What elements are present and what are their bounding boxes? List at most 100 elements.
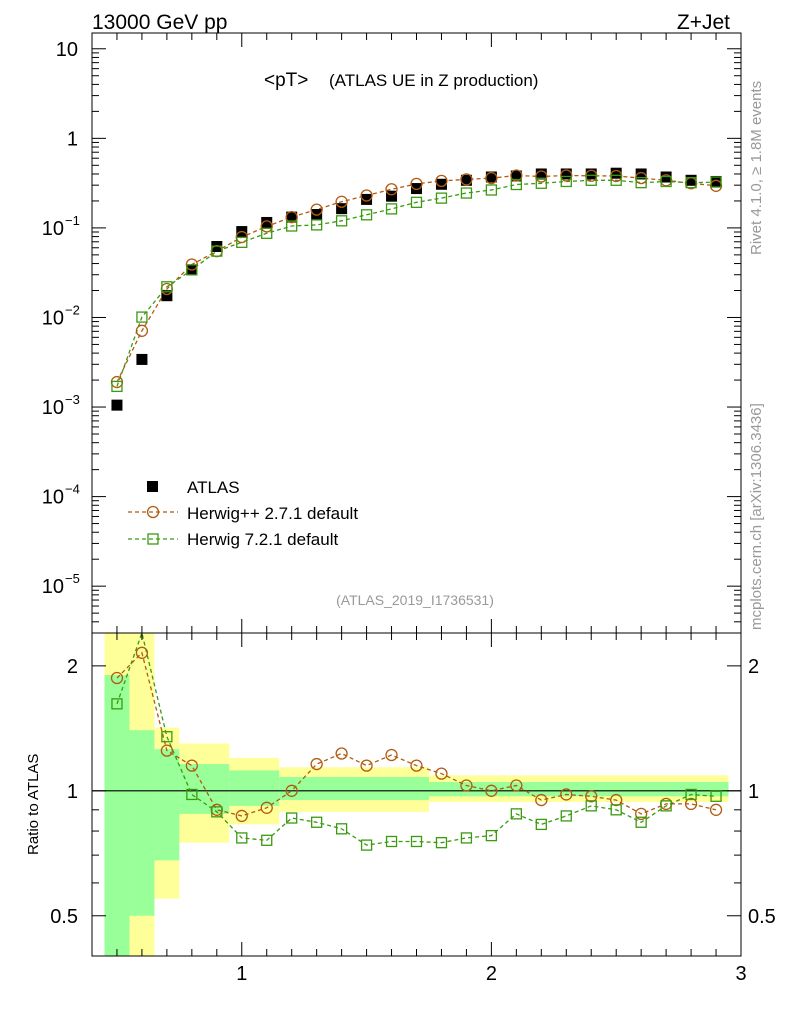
herwig7-ratio-point [710, 790, 722, 802]
ratio-y-tick-label-right: 1 [748, 781, 759, 803]
atlas-point [610, 167, 622, 179]
legend-herwig7-marker [147, 533, 159, 545]
herwig7-point [585, 174, 597, 186]
atlas-point [411, 183, 422, 195]
herwig7-point [335, 215, 348, 227]
ratio-band-inner [279, 776, 429, 801]
y-tick-label-exponent: −3 [65, 392, 80, 407]
legend-atlas-label: ATLAS [187, 478, 240, 497]
atlas-point [286, 211, 298, 223]
herwig7-ratio-point [560, 810, 572, 822]
herwig7-point [460, 187, 473, 199]
ratio-band-inner [154, 749, 180, 861]
herwigpp-ratio-line [116, 651, 717, 817]
herwigpp-ratio-point [610, 793, 623, 807]
atlas-point [161, 290, 173, 302]
herwig7-point [510, 178, 522, 191]
ratio-band-inner [428, 782, 729, 797]
herwigpp-ratio-point [560, 788, 573, 801]
herwigpp-point [260, 220, 273, 233]
legend-herwig7-label: Herwig 7.2.1 default [187, 530, 338, 549]
herwig7-ratio-point [485, 829, 498, 842]
herwigpp-ratio-point [435, 767, 448, 780]
herwigpp-ratio-point [360, 759, 373, 772]
y-tick-label: 10 [42, 487, 64, 509]
herwig7-ratio-point [410, 835, 423, 848]
herwig7-point [360, 209, 373, 221]
atlas-point [560, 168, 572, 180]
herwigpp-line [116, 174, 717, 383]
herwigpp-ratio-point [410, 759, 423, 772]
plot-title-sub: (ATLAS UE in Z production) [329, 71, 538, 90]
atlas-point [485, 171, 497, 183]
herwig7-point [485, 184, 498, 196]
herwig7-ratio-point [161, 731, 173, 743]
herwig7-ratio-point [460, 832, 473, 844]
herwig7-point [211, 245, 223, 257]
herwig7-ratio-line [116, 630, 717, 846]
ratio-y-tick-label: 1 [67, 781, 78, 803]
herwigpp-point [335, 195, 348, 208]
herwig7-ratio-point [685, 788, 697, 801]
ratio-y-tick-label-right: 0.5 [748, 906, 776, 928]
ratio-band-inner [129, 730, 155, 916]
herwigpp-ratio-point [185, 759, 198, 772]
herwigpp-point [435, 174, 448, 188]
herwigpp-point [560, 169, 573, 182]
herwigpp-point [410, 177, 423, 191]
herwigpp-point [310, 203, 323, 216]
herwigpp-point [510, 169, 523, 182]
atlas-point [510, 170, 522, 182]
herwig7-ratio-point [335, 823, 348, 835]
x-tick-label: 1 [236, 963, 247, 985]
atlas-point [136, 353, 148, 365]
herwig7-point [535, 177, 547, 189]
atlas-point [261, 216, 273, 228]
herwigpp-ratio-point [510, 779, 523, 792]
herwig7-ratio-point [660, 800, 672, 812]
herwig7-point [660, 175, 672, 188]
ratio-band-inner [229, 770, 280, 806]
herwigpp-ratio-point [285, 784, 298, 797]
legend: ATLAS Herwig++ 2.7.1 default Herwig 7.2.… [128, 478, 358, 549]
herwig7-point [161, 281, 173, 293]
herwig7-point [635, 177, 647, 189]
herwig7-point [286, 220, 298, 232]
herwig7-ratio-point [510, 808, 522, 820]
herwig7-line [116, 179, 717, 387]
y-tick-label-exponent: −1 [65, 213, 80, 228]
atlas-point [535, 168, 547, 180]
herwig7-point [186, 264, 198, 276]
ratio-y-tick-label: 0.5 [50, 906, 78, 928]
herwigpp-ratio-point [684, 797, 698, 811]
herwigpp-ratio-point [460, 779, 473, 792]
herwig7-point [385, 203, 398, 215]
herwig7-ratio-point [385, 835, 398, 848]
herwigpp-point [360, 189, 373, 202]
herwigpp-ratio-point [485, 784, 498, 797]
atlas-point [710, 175, 722, 187]
ratio-ylabel: Ratio to ATLAS [25, 754, 42, 855]
herwig7-ratio-point [286, 812, 298, 824]
y-tick-label-exponent: −4 [65, 482, 80, 497]
herwigpp-point [285, 210, 298, 224]
ratio-y-tick-label: 2 [67, 656, 78, 678]
herwig7-ratio-point [535, 818, 547, 831]
herwig7-ratio-point [236, 832, 248, 844]
ratio-y-tick-label-right: 2 [748, 656, 759, 678]
atlas-point [435, 178, 447, 190]
legend-atlas-marker [147, 481, 158, 492]
atlas-point [635, 168, 647, 180]
herwigpp-point [535, 170, 548, 183]
herwig7-point [710, 176, 722, 188]
herwigpp-point [460, 173, 473, 186]
herwig7-point [311, 219, 323, 231]
herwig7-ratio-point [360, 839, 373, 851]
y-tick-label-exponent: −5 [65, 571, 80, 586]
atlas-point [585, 168, 597, 180]
herwigpp-ratio-point [160, 744, 174, 757]
herwigpp-ratio-point [110, 671, 124, 685]
herwig7-ratio-point [311, 816, 323, 828]
